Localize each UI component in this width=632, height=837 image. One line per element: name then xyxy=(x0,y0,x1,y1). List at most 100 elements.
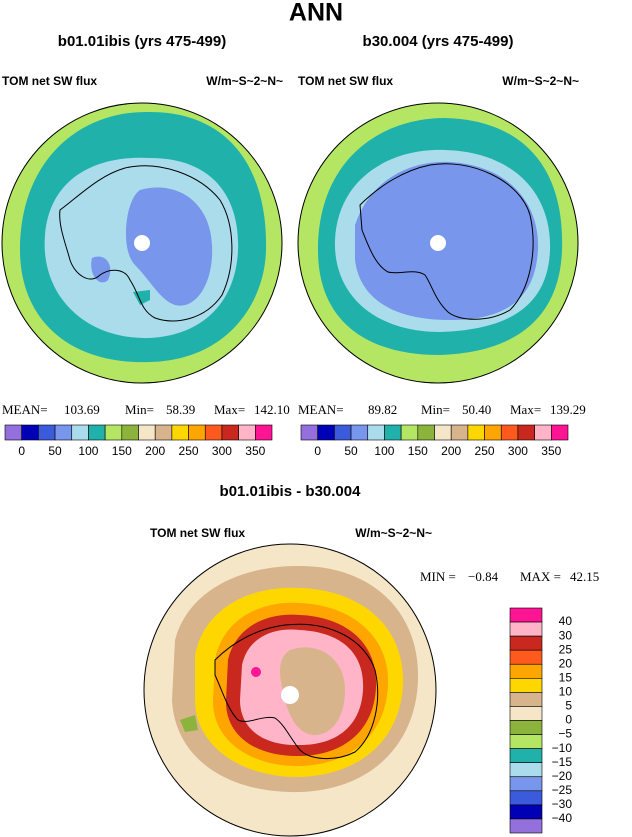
colorbar-label: 300 xyxy=(508,444,528,458)
colorbar-box xyxy=(21,424,39,441)
stat-label: Min= xyxy=(421,402,450,417)
colorbar-label: 250 xyxy=(475,444,495,458)
colorbar-box xyxy=(509,818,543,834)
variable-label: TOM net SW flux xyxy=(298,74,393,88)
colorbar-label: 0 xyxy=(314,444,321,458)
colorbar-box xyxy=(551,424,569,441)
colorbar-box xyxy=(238,424,256,441)
colorbar-box xyxy=(484,424,502,441)
colorbar-label: 40 xyxy=(559,614,573,628)
colorbar-box xyxy=(350,424,369,441)
stat-label: Max= xyxy=(214,402,245,417)
stat-value: 142.10 xyxy=(254,402,290,417)
colorbar-box xyxy=(450,424,469,441)
colorbar-label: 0 xyxy=(565,713,572,727)
colorbar-box xyxy=(367,424,385,441)
units-label: W/m~S~2~N~ xyxy=(206,74,283,88)
colorbar-box xyxy=(154,424,173,441)
stat-value: 103.69 xyxy=(64,402,100,417)
colorbar-label: −20 xyxy=(552,769,573,783)
stat-label: Max= xyxy=(510,402,541,417)
colorbar-label: 100 xyxy=(374,444,394,458)
colorbar-box xyxy=(400,424,419,441)
stat-label: MAX = xyxy=(520,569,561,584)
colorbar-box xyxy=(71,424,89,441)
map xyxy=(143,543,437,837)
colorbar-box xyxy=(384,424,402,441)
colorbar-label: 30 xyxy=(559,628,573,642)
colorbar-label: −5 xyxy=(558,727,572,741)
panel-title: b30.004 (yrs 475-499) xyxy=(363,33,514,50)
stat-value: 50.40 xyxy=(462,402,491,417)
colorbar-label: 150 xyxy=(408,444,428,458)
colorbar-box xyxy=(300,424,318,441)
colorbar-label: 350 xyxy=(245,444,265,458)
colorbar-box xyxy=(221,424,239,441)
colorbar-box xyxy=(509,720,543,735)
colorbar-box xyxy=(509,678,543,693)
colorbar-label: −30 xyxy=(552,797,573,811)
colorbar-box xyxy=(121,424,139,441)
stat-value: 58.39 xyxy=(166,402,195,417)
colorbar-label: 300 xyxy=(212,444,232,458)
colorbar-box xyxy=(255,424,273,441)
colorbar-box xyxy=(509,621,543,637)
colorbar-box xyxy=(509,607,543,623)
colorbar-box xyxy=(509,762,543,778)
map xyxy=(297,102,579,384)
colorbar-box xyxy=(509,706,543,721)
colorbar-label: 50 xyxy=(344,444,358,458)
colorbar-label: −25 xyxy=(552,783,573,797)
figure-title: ANN xyxy=(289,0,343,27)
colorbar-box xyxy=(509,649,543,665)
stat-value: 89.82 xyxy=(368,402,397,417)
colorbar-box xyxy=(467,424,485,441)
units-label: W/m~S~2~N~ xyxy=(502,74,579,88)
colorbar-box xyxy=(334,424,352,441)
colorbar-label: 25 xyxy=(559,642,573,656)
colorbar-label: 150 xyxy=(112,444,132,458)
colorbar-box xyxy=(104,424,123,441)
colorbar-label: 250 xyxy=(179,444,199,458)
colorbar-label: −40 xyxy=(552,811,573,825)
colorbar-box xyxy=(509,748,543,763)
colorbar-box xyxy=(509,734,543,749)
variable-label: TOM net SW flux xyxy=(150,526,245,540)
colorbar-box xyxy=(509,790,543,806)
colorbar-box xyxy=(434,424,452,441)
colorbar-label: 100 xyxy=(78,444,98,458)
colorbar-label: 200 xyxy=(441,444,461,458)
colorbar-label: 20 xyxy=(559,656,573,670)
colorbar-label: −15 xyxy=(552,755,573,769)
stat-label: MIN = xyxy=(420,569,456,584)
colorbar-box xyxy=(4,424,22,441)
colorbar-label: 15 xyxy=(559,670,573,684)
colorbar-label: 0 xyxy=(18,444,25,458)
colorbar-box xyxy=(204,424,223,441)
colorbar-box xyxy=(509,692,543,707)
colorbar-box xyxy=(509,804,543,820)
colorbar-box xyxy=(88,424,106,441)
colorbar-box xyxy=(138,424,156,441)
units-label: W/m~S~2~N~ xyxy=(355,526,432,540)
stat-value: 139.29 xyxy=(550,402,586,417)
colorbar-box xyxy=(534,424,552,441)
colorbar-label: 200 xyxy=(145,444,165,458)
colorbar-box xyxy=(317,424,335,441)
colorbar-box xyxy=(171,424,189,441)
colorbar-label: 50 xyxy=(48,444,62,458)
map xyxy=(1,102,283,384)
panel-title: b01.01ibis (yrs 475-499) xyxy=(58,33,226,50)
stat-value: −0.84 xyxy=(468,569,499,584)
colorbar-box xyxy=(500,424,519,441)
colorbar-label: 10 xyxy=(559,685,573,699)
stat-value: 42.15 xyxy=(570,569,599,584)
colorbar-label: 5 xyxy=(565,699,572,713)
colorbar-box xyxy=(509,635,543,651)
colorbar-box xyxy=(509,663,543,679)
colorbar-label: −10 xyxy=(552,741,573,755)
colorbar-box xyxy=(188,424,206,441)
colorbar-box xyxy=(417,424,435,441)
colorbar-box xyxy=(509,776,543,792)
